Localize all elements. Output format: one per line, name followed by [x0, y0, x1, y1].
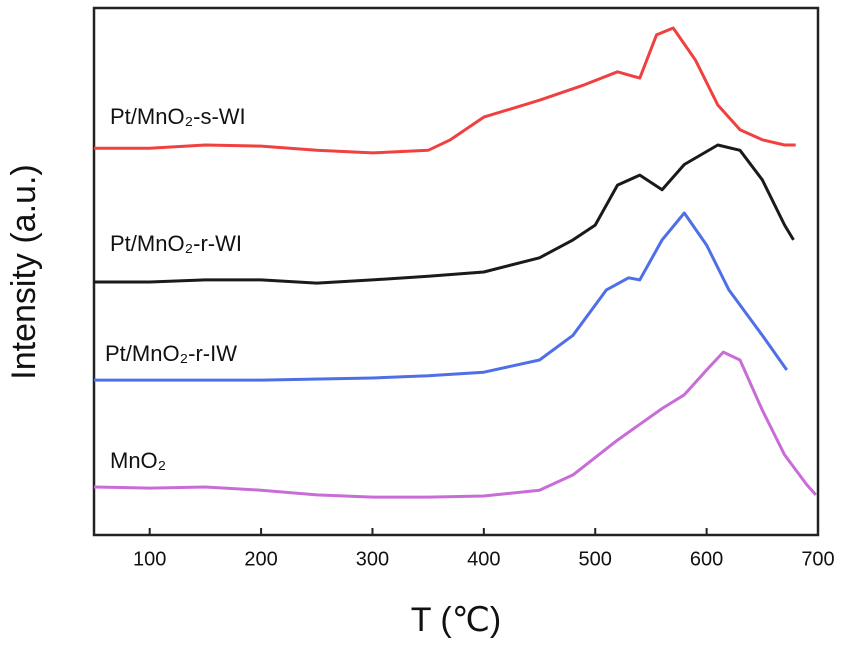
series-label: MnO₂: [110, 448, 166, 473]
data-line: [94, 26, 796, 155]
x-axis-label: T (℃): [411, 601, 501, 639]
data-line: [94, 143, 795, 285]
x-tick-label: 200: [244, 548, 277, 570]
x-tick-label: 700: [801, 548, 834, 570]
series-label: Pt/MnO₂-s-WI: [110, 104, 246, 129]
plot-frame: [92, 6, 820, 537]
x-tick-label: 300: [356, 548, 389, 570]
data-line: [93, 350, 817, 499]
series-label: Pt/MnO₂-r-IW: [105, 341, 237, 366]
x-tick-label: 500: [579, 548, 612, 570]
x-tick-label: 600: [690, 548, 723, 570]
x-tick-label: 100: [133, 548, 166, 570]
y-axis-label: Intensity (a.u.): [5, 164, 43, 379]
data-line: [94, 211, 789, 382]
series-label: Pt/MnO₂-r-WI: [110, 231, 242, 256]
x-tick-label: 400: [467, 548, 500, 570]
